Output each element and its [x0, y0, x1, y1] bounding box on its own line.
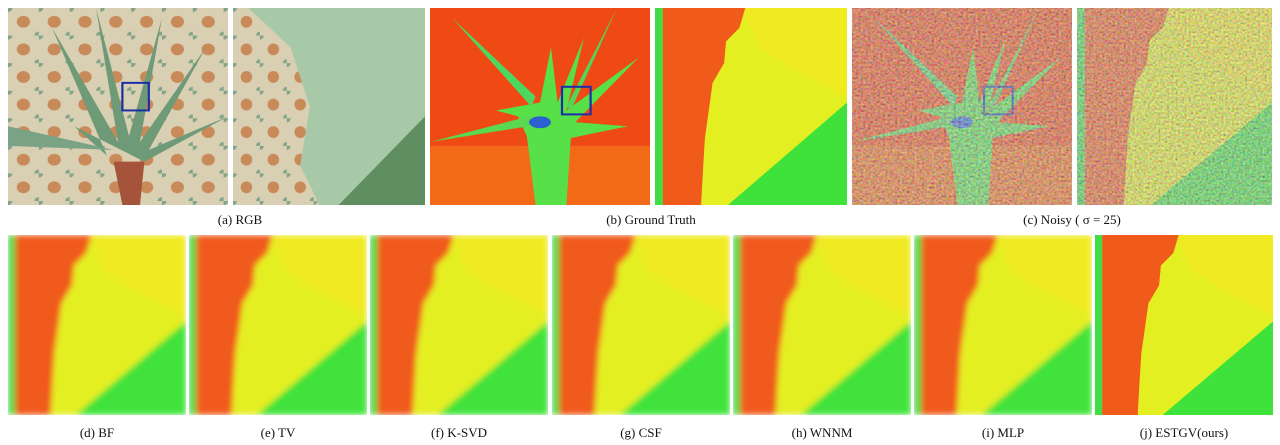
caption: (h) WNNM [792, 425, 853, 441]
result-image [552, 235, 730, 415]
noisy-zoom [1077, 8, 1272, 205]
caption: (a) RGB [218, 212, 262, 228]
caption: (j) ESTGV(ours) [1140, 425, 1228, 441]
caption: (i) MLP [982, 425, 1024, 441]
result-image [733, 235, 911, 415]
caption: (c) Noisy ( σ = 25) [1023, 212, 1121, 228]
figure: (a) RGB (b) Ground Truth (c) Noisy ( σ =… [0, 0, 1280, 445]
result-image [914, 235, 1092, 415]
caption: (f) K-SVD [431, 425, 487, 441]
ground-truth-image [430, 8, 650, 205]
ground-truth-zoom [655, 8, 847, 205]
caption: (d) BF [80, 425, 114, 441]
caption: (b) Ground Truth [606, 212, 696, 228]
rgb-image [8, 8, 228, 205]
caption: (g) CSF [620, 425, 662, 441]
result-image [370, 235, 548, 415]
result-image [1095, 235, 1273, 415]
result-image [189, 235, 367, 415]
rgb-zoom [233, 8, 425, 205]
noisy-image [852, 8, 1072, 205]
caption: (e) TV [261, 425, 296, 441]
result-image [8, 235, 186, 415]
